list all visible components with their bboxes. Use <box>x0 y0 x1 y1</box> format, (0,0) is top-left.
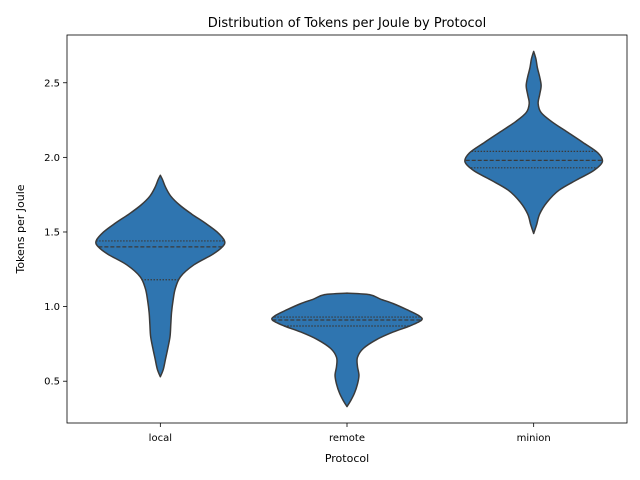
y-axis-label: Tokens per Joule <box>14 184 27 274</box>
violin-layer <box>95 50 604 408</box>
x-tick-label: remote <box>329 433 365 444</box>
x-tick-label: local <box>149 433 172 444</box>
chart-title: Distribution of Tokens per Joule by Prot… <box>208 16 487 31</box>
y-tick-label: 2.5 <box>44 78 60 89</box>
x-axis-label: Protocol <box>325 452 369 465</box>
violin-remote <box>271 292 423 408</box>
violin-minion <box>464 50 604 235</box>
axes-layer: 0.5 1.0 1.5 2.0 2.5 local remote minion <box>44 34 628 444</box>
y-tick-label: 2.0 <box>44 153 60 164</box>
x-tick-label: minion <box>517 433 551 444</box>
y-tick-label: 1.5 <box>44 227 60 238</box>
y-tick-label: 1.0 <box>44 302 60 313</box>
violin-local <box>95 174 226 378</box>
y-tick-label: 0.5 <box>44 377 60 388</box>
